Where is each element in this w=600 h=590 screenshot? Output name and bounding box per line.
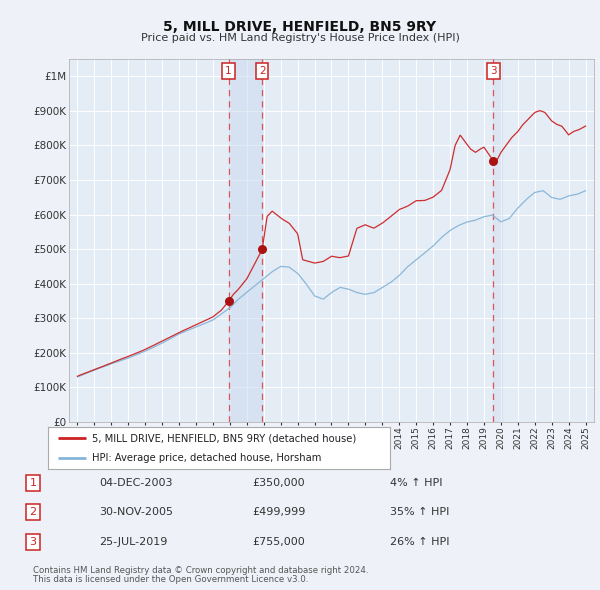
Text: 26% ↑ HPI: 26% ↑ HPI (390, 537, 449, 547)
Text: This data is licensed under the Open Government Licence v3.0.: This data is licensed under the Open Gov… (33, 575, 308, 584)
Text: 1: 1 (29, 478, 37, 489)
Bar (493, 59, 502, 422)
Text: £755,000: £755,000 (252, 537, 305, 547)
Text: 2: 2 (259, 66, 266, 76)
Text: 3: 3 (490, 66, 497, 76)
Text: 35% ↑ HPI: 35% ↑ HPI (390, 507, 449, 517)
Text: HPI: Average price, detached house, Horsham: HPI: Average price, detached house, Hors… (92, 454, 322, 463)
Text: 30-NOV-2005: 30-NOV-2005 (99, 507, 173, 517)
Text: 4% ↑ HPI: 4% ↑ HPI (390, 478, 443, 489)
Text: 04-DEC-2003: 04-DEC-2003 (99, 478, 173, 489)
Text: Contains HM Land Registry data © Crown copyright and database right 2024.: Contains HM Land Registry data © Crown c… (33, 566, 368, 575)
Bar (229, 59, 262, 422)
Text: 25-JUL-2019: 25-JUL-2019 (99, 537, 167, 547)
Text: 2: 2 (29, 507, 37, 517)
Text: 3: 3 (29, 537, 37, 547)
Text: 5, MILL DRIVE, HENFIELD, BN5 9RY: 5, MILL DRIVE, HENFIELD, BN5 9RY (163, 19, 437, 34)
Text: £350,000: £350,000 (252, 478, 305, 489)
Text: 1: 1 (225, 66, 232, 76)
Text: £499,999: £499,999 (252, 507, 305, 517)
Text: 5, MILL DRIVE, HENFIELD, BN5 9RY (detached house): 5, MILL DRIVE, HENFIELD, BN5 9RY (detach… (92, 434, 357, 444)
Text: Price paid vs. HM Land Registry's House Price Index (HPI): Price paid vs. HM Land Registry's House … (140, 34, 460, 43)
